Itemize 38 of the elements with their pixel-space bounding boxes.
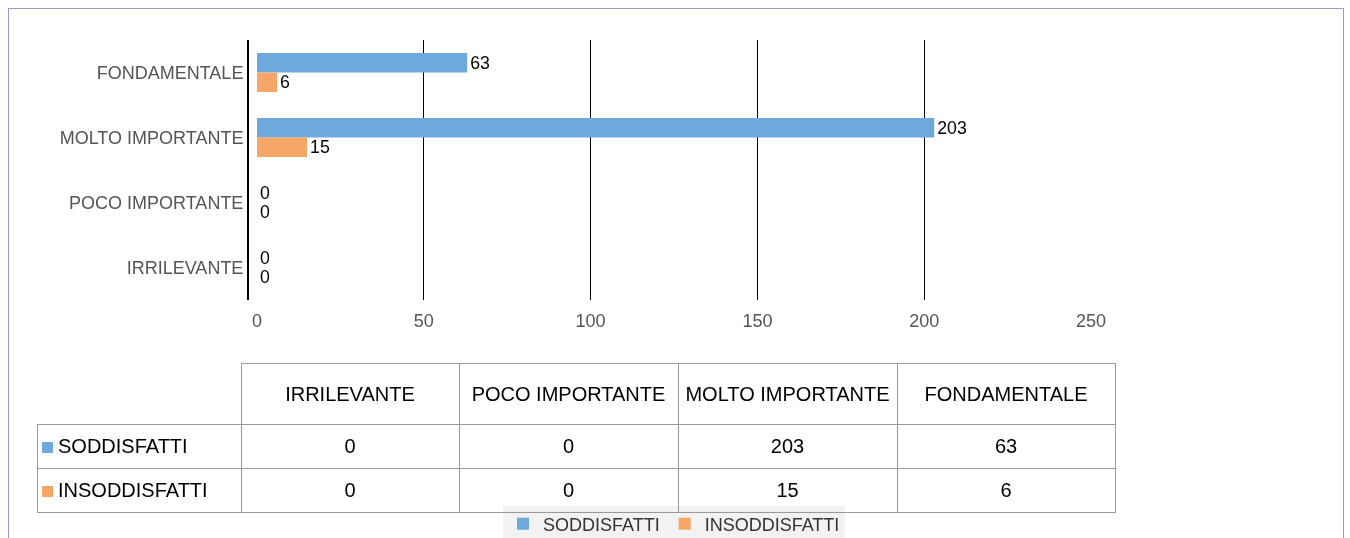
data-label: 0 [260, 267, 270, 288]
legend-label: INSODDISFATTI [704, 514, 840, 535]
x-tick-label: 250 [1075, 311, 1107, 331]
data-label: 0 [241, 468, 459, 512]
data-label: 0 [459, 468, 678, 512]
x-tick-label: 150 [742, 311, 773, 331]
legend-label: SODDISFATTI [543, 514, 660, 535]
data-label: 6 [897, 468, 1115, 512]
bar [257, 72, 278, 92]
y-tick-label: IRRILEVANTE [126, 257, 244, 278]
data-label: 6 [280, 72, 291, 93]
y-tick-label: MOLTO IMPORTANTE [59, 127, 244, 148]
category-label: MOLTO IMPORTANTE [678, 363, 897, 424]
data-label: 15 [678, 468, 897, 512]
category-label: IRRILEVANTE [241, 363, 459, 424]
bar [257, 137, 308, 157]
data-label: 0 [241, 424, 459, 468]
legend-label: INSODDISFATTI [58, 479, 208, 501]
bar [257, 118, 935, 138]
x-tick-label: 50 [413, 311, 434, 331]
bar [257, 53, 468, 73]
y-tick-label: POCO IMPORTANTE [69, 192, 244, 213]
legend-label: SODDISFATTI [58, 435, 188, 457]
data-label: 203 [937, 117, 967, 138]
data-label: 0 [260, 182, 270, 203]
data-label: 203 [678, 424, 897, 468]
data-label: 0 [260, 247, 270, 268]
x-tick-label: 0 [251, 311, 263, 331]
x-tick-label: 200 [909, 311, 940, 331]
data-label: 0 [459, 424, 678, 468]
data-label: 15 [310, 137, 330, 158]
x-tick-label: 100 [575, 311, 606, 331]
y-tick-label: FONDAMENTALE [96, 62, 244, 83]
category-label: POCO IMPORTANTE [459, 363, 678, 424]
data-label: 0 [260, 202, 270, 223]
data-label: 63 [897, 424, 1115, 468]
data-label: 63 [470, 52, 491, 73]
category-label: FONDAMENTALE [897, 363, 1115, 424]
